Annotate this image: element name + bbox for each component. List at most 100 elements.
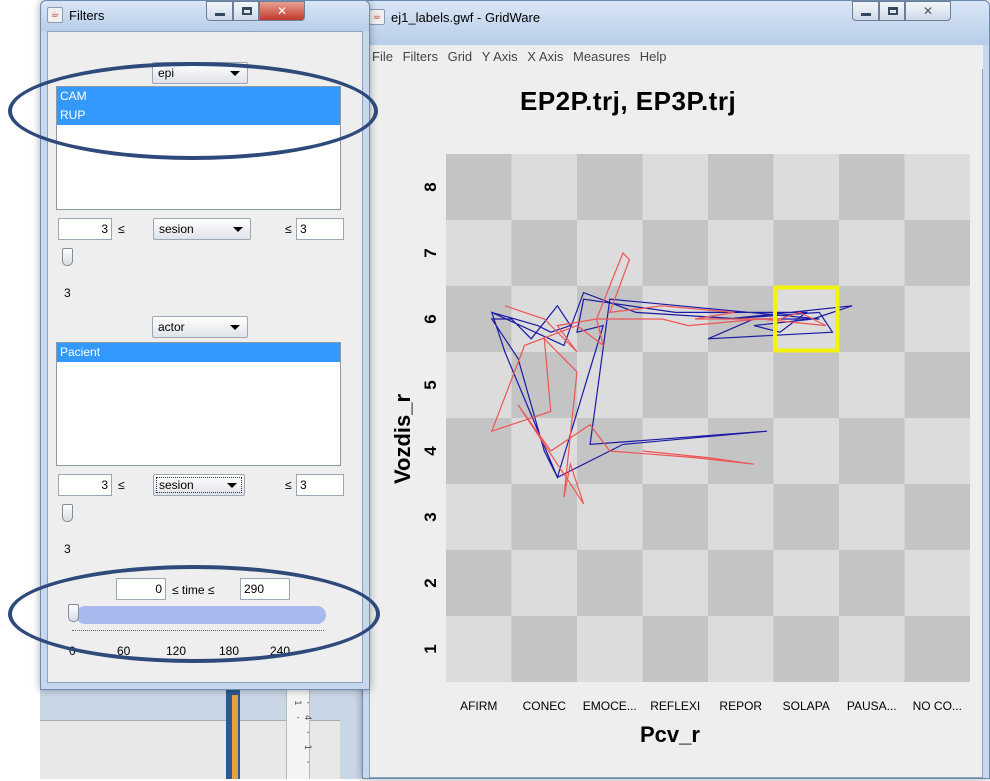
state-space-grid-chart[interactable]: 1 2 3 4 5 6 7 8 AFIRM CONEC EMOCE... REFLEXI REPOR SO… [370, 46, 986, 781]
actor-list[interactable]: Pacient [56, 342, 341, 466]
time-min-field[interactable]: 0 [116, 578, 166, 600]
time-max-field[interactable]: 290 [240, 578, 290, 600]
time-tick-label: 60 [117, 644, 131, 658]
grid-cell [446, 154, 512, 220]
sesion-slider-thumb-2[interactable] [62, 504, 73, 522]
grid-cell [904, 418, 970, 484]
minimize-button[interactable] [206, 1, 233, 21]
menu-help[interactable]: Help [639, 49, 667, 64]
grid-cell [904, 154, 970, 220]
grid-cell [577, 220, 643, 286]
time-range-track[interactable] [76, 606, 326, 624]
grid-cell [773, 550, 839, 616]
time-range-label: ≤ time ≤ [172, 583, 215, 597]
grid-cell [773, 418, 839, 484]
gridware-window: ☕ ej1_labels.gwf - GridWare ✕ File Filte… [362, 0, 990, 779]
list-item[interactable]: RUP [57, 106, 340, 125]
epi-combo-value: epi [158, 66, 175, 80]
java-app-icon: ☕ [47, 7, 63, 23]
grid-cell [577, 352, 643, 418]
sesion-slider-value: 3 [64, 286, 71, 300]
list-item[interactable]: CAM [57, 87, 340, 106]
y-tick-label: 3 [421, 512, 440, 521]
grid-cell [577, 154, 643, 220]
x-tick-label: AFIRM [460, 699, 497, 713]
close-button[interactable]: ✕ [259, 1, 305, 21]
grid-cell [708, 220, 774, 286]
grid-cell [446, 616, 512, 682]
x-tick-label: SOLAPA [783, 699, 830, 713]
y-axis-title: Vozdis_r [390, 393, 415, 484]
sesion-combo-2[interactable]: sesion [153, 474, 245, 496]
menu-measures[interactable]: Measures [573, 49, 631, 64]
epi-list[interactable]: CAM RUP [56, 86, 341, 210]
grid-cell [511, 484, 577, 550]
grid-cell [446, 484, 512, 550]
sesion-max-field[interactable]: 3 [296, 218, 344, 240]
grid-cell [511, 616, 577, 682]
filters-titlebar[interactable]: ☕ Filters ✕ [41, 1, 369, 31]
grid-cell [839, 550, 905, 616]
menu-file[interactable]: File [372, 49, 393, 64]
epi-combo[interactable]: epi [152, 62, 248, 84]
grid-cell [839, 286, 905, 352]
sesion-combo-value: sesion [159, 478, 194, 492]
grid-cell [839, 418, 905, 484]
grid-cell [642, 352, 708, 418]
gridware-window-title: ej1_labels.gwf - GridWare [391, 10, 541, 25]
grid-cell [446, 550, 512, 616]
chevron-down-icon [227, 483, 237, 488]
x-axis-title: Pcv_r [640, 722, 700, 747]
leq-label: ≤ [285, 222, 292, 236]
grid-cell [839, 616, 905, 682]
grid-cell [511, 550, 577, 616]
grid-cell [446, 418, 512, 484]
time-slider-ticks [72, 630, 324, 636]
grid-cell [904, 220, 970, 286]
actor-combo[interactable]: actor [152, 316, 248, 338]
y-tick-label: 5 [421, 380, 440, 389]
maximize-button[interactable] [233, 1, 259, 21]
grid-cell [446, 352, 512, 418]
grid-cell [577, 550, 643, 616]
menu-filters[interactable]: Filters [402, 49, 438, 64]
chart-panel: EP2P.trj, EP3P.trj 1 2 3 4 5 6 7 8 AFIRM CONEC EMO… [369, 45, 983, 778]
sesion-min-field-2[interactable]: 3 [58, 474, 112, 496]
grid-cell [511, 220, 577, 286]
maximize-icon [242, 7, 252, 15]
grid-cell [511, 352, 577, 418]
grid-cell [773, 616, 839, 682]
gridware-titlebar[interactable]: ☕ ej1_labels.gwf - GridWare ✕ [363, 1, 989, 45]
list-item[interactable]: Pacient [57, 343, 340, 362]
close-icon: ✕ [276, 4, 288, 18]
sesion-max-field-2[interactable]: 3 [296, 474, 344, 496]
grid-cell [642, 484, 708, 550]
sesion-min-field[interactable]: 3 [58, 218, 112, 240]
close-button[interactable]: ✕ [905, 1, 951, 21]
grid-cell [773, 220, 839, 286]
grid-cell [904, 484, 970, 550]
grid-cell [642, 154, 708, 220]
grid-cell [708, 418, 774, 484]
grid-cell [904, 352, 970, 418]
grid-cell [904, 286, 970, 352]
x-tick-label: NO CO... [913, 699, 962, 713]
minimize-button[interactable] [852, 1, 879, 21]
menu-y-axis[interactable]: Y Axis [481, 49, 518, 64]
menu-x-axis[interactable]: X Axis [527, 49, 564, 64]
sesion-combo[interactable]: sesion [153, 218, 251, 240]
chevron-down-icon [233, 227, 243, 232]
grid-cell [708, 484, 774, 550]
sesion-slider-thumb[interactable] [62, 248, 73, 266]
time-tick-label: 240 [270, 644, 291, 658]
grid-cell [446, 220, 512, 286]
sesion-slider-value-2: 3 [64, 542, 71, 556]
time-slider-thumb[interactable] [68, 604, 79, 622]
grid-cell [708, 352, 774, 418]
menu-grid[interactable]: Grid [447, 49, 473, 64]
chevron-down-icon [230, 325, 240, 330]
grid-cell [839, 154, 905, 220]
maximize-button[interactable] [879, 1, 905, 21]
minimize-icon [215, 13, 225, 16]
y-tick-label: 6 [421, 314, 440, 323]
